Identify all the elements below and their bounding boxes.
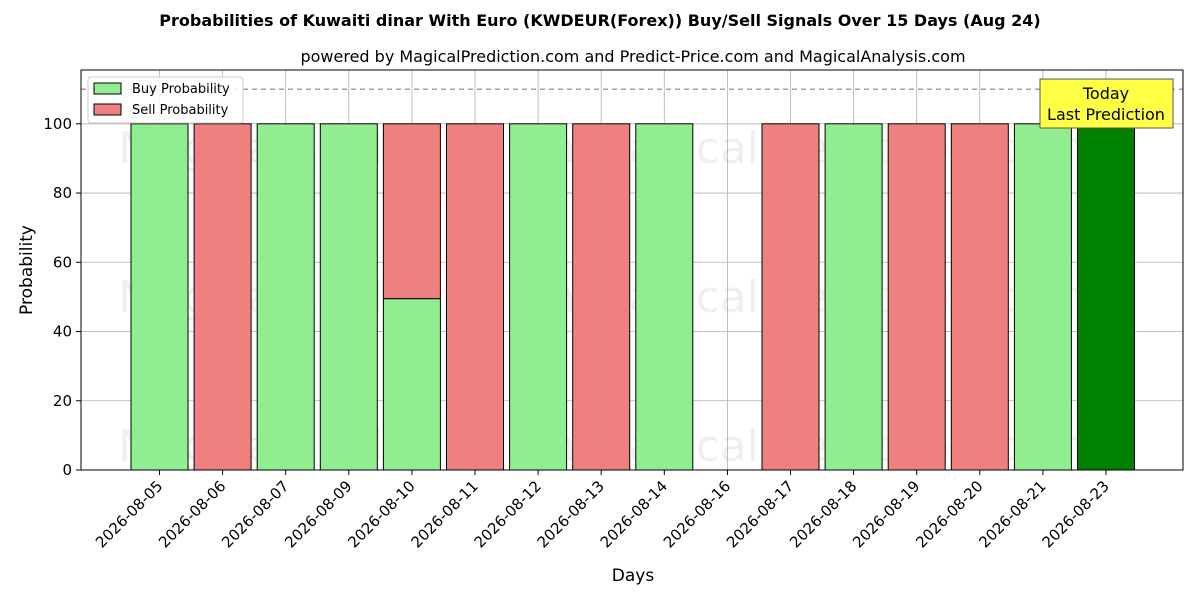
bar-buy xyxy=(824,123,883,471)
today-annotation-box xyxy=(1039,78,1174,129)
bar-today-buy xyxy=(1077,123,1135,471)
bar-sell xyxy=(193,123,252,471)
legend-buy-label: Buy Probability xyxy=(132,82,230,97)
bar-sell xyxy=(382,123,441,300)
legend-buy-swatch xyxy=(93,82,122,95)
bar-buy xyxy=(319,123,378,471)
today-annotation: Today Last Prediction xyxy=(1039,78,1174,129)
legend: Buy Probability Sell Probability xyxy=(87,76,244,124)
bar-sell xyxy=(572,123,631,471)
bar-sell xyxy=(950,123,1009,471)
y-tick-label: 40 xyxy=(53,323,72,341)
y-axis-ticks: 0 20 40 60 80 100 xyxy=(43,115,81,479)
bar-sell xyxy=(446,123,504,471)
plot-frame xyxy=(80,69,1184,471)
y-tick-label: 20 xyxy=(53,392,72,410)
legend-sell-swatch xyxy=(93,103,122,116)
y-tick-label: 60 xyxy=(53,253,72,271)
y-axis-label: Probability xyxy=(17,225,37,315)
y-tick-label: 0 xyxy=(62,461,72,479)
bar-buy xyxy=(382,298,441,471)
chart-subtitle: powered by MagicalPrediction.com and Pre… xyxy=(300,47,965,66)
y-tick-label: 100 xyxy=(43,115,72,133)
legend-sell-label: Sell Probability xyxy=(132,103,229,118)
bar-buy xyxy=(635,123,694,471)
bar-buy xyxy=(509,123,568,471)
today-annotation-line1: Today xyxy=(1082,84,1129,103)
x-axis-label: Days xyxy=(612,566,655,586)
bars-group xyxy=(130,123,1135,471)
bar-sell xyxy=(761,123,820,471)
bar-buy xyxy=(256,123,315,471)
chart-title: Probabilities of Kuwaiti dinar With Euro… xyxy=(159,11,1040,30)
legend-box xyxy=(87,76,244,124)
bar-buy xyxy=(130,123,189,471)
today-annotation-line2: Last Prediction xyxy=(1047,105,1165,124)
bar-sell xyxy=(887,123,946,471)
bar-buy xyxy=(1013,123,1072,471)
y-tick-label: 80 xyxy=(53,184,72,202)
